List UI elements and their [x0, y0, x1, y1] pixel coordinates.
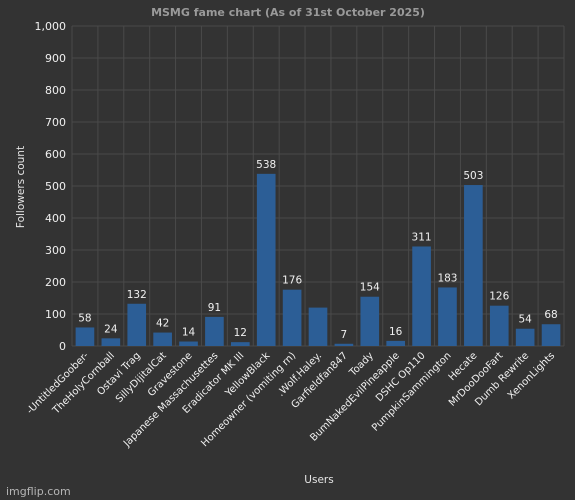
bar: [386, 340, 406, 346]
data-label: 14: [182, 327, 196, 339]
y-tick-label: 800: [45, 84, 66, 97]
watermark-text: imgflip.com: [6, 485, 71, 498]
y-tick-label: 1,000: [35, 20, 67, 33]
data-label: 58: [78, 312, 91, 324]
bar: [75, 327, 95, 346]
bar: [230, 342, 250, 346]
y-tick-label: 400: [45, 212, 66, 225]
data-label: 126: [489, 291, 509, 303]
data-label: 176: [282, 275, 302, 287]
bar: [101, 338, 121, 346]
data-label: 16: [389, 326, 403, 338]
bar: [153, 332, 172, 346]
bar: [127, 303, 147, 346]
bar: [282, 289, 302, 346]
data-label: 132: [127, 289, 147, 301]
chart-title: MSMG fame chart (As of 31st October 2025…: [151, 6, 425, 19]
data-label: 7: [341, 329, 348, 341]
bar: [438, 287, 457, 346]
data-label: 24: [104, 323, 118, 335]
data-label: 183: [437, 272, 457, 284]
x-axis-title: Users: [304, 474, 333, 486]
data-label: 91: [208, 302, 221, 314]
y-tick-label: 0: [59, 340, 66, 353]
y-tick-label: 200: [45, 276, 66, 289]
data-labels: 58 24 132 42 14 91 12 538 176 7 154 16 311 183 503 126 5…: [78, 159, 557, 341]
bars: [75, 173, 561, 346]
data-label: 503: [463, 170, 483, 182]
bar: [256, 173, 276, 346]
bar: [464, 185, 483, 346]
data-label: 54: [518, 314, 532, 326]
bar: [489, 305, 509, 346]
y-axis-ticks: 0 100 200 300 400 500 600 700 800 900 1,000: [35, 20, 67, 353]
x-tick-label: XenonLights: [506, 350, 557, 401]
y-tick-label: 700: [45, 116, 66, 129]
y-tick-label: 100: [45, 308, 66, 321]
bar: [179, 341, 198, 346]
y-tick-label: 500: [45, 180, 66, 193]
data-label: 311: [412, 231, 432, 243]
bar: [334, 343, 354, 346]
bar: [360, 296, 380, 346]
data-label: 12: [234, 327, 247, 339]
bar: [308, 307, 328, 346]
y-tick-label: 600: [45, 148, 66, 161]
bar: [541, 324, 561, 346]
data-label: 68: [544, 309, 557, 321]
y-tick-label: 300: [45, 244, 66, 257]
y-tick-label: 900: [45, 52, 66, 65]
data-label: 154: [360, 282, 380, 294]
grid-lines: [71, 25, 565, 347]
bar: [205, 316, 224, 346]
data-label: 538: [256, 159, 276, 171]
bar: [515, 328, 535, 346]
bar: [412, 246, 431, 346]
y-axis-title: Followers count: [15, 146, 27, 228]
data-label: 42: [156, 318, 169, 330]
